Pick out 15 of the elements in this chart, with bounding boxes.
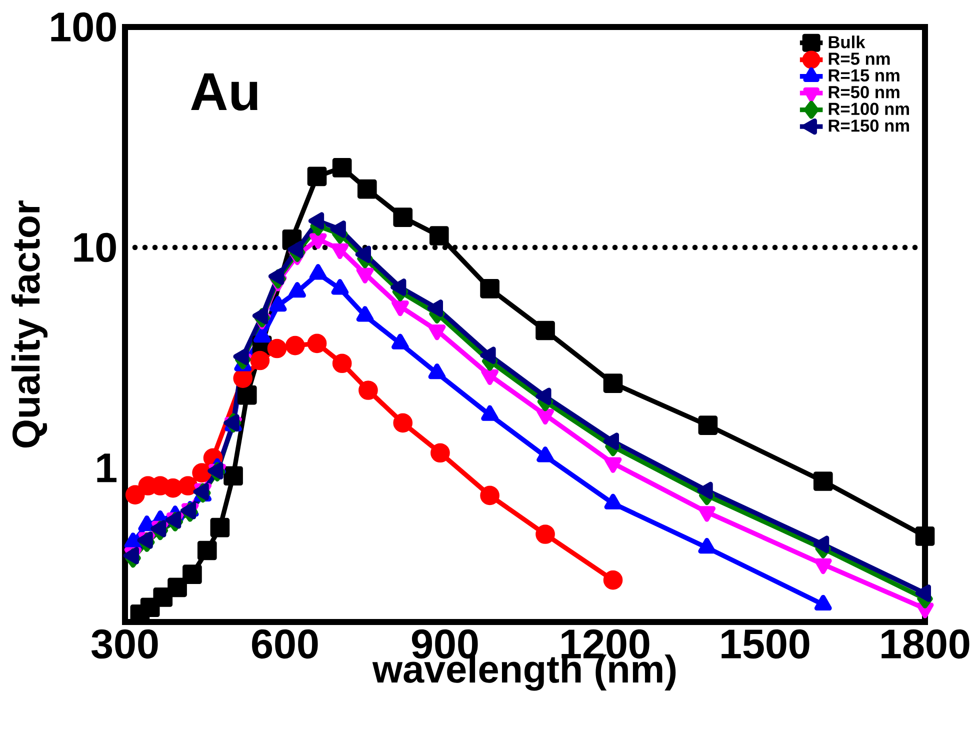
annotation: Au [191, 73, 258, 111]
legend-label: R=5 nm [828, 52, 890, 65]
y-tick-label: 10 [74, 232, 116, 262]
x-tick-label: 300 [91, 629, 158, 659]
legend-label: R=150 nm [828, 120, 909, 132]
legend-label: R=15 nm [828, 69, 900, 82]
y-axis-title: Quality factor [11, 200, 48, 448]
x-tick-label: 1500 [722, 629, 810, 659]
legend-label: R=100 nm [828, 102, 909, 116]
x-tick-label: 600 [252, 629, 318, 659]
y-tick-label: 1 [97, 454, 116, 482]
x-tick-label: 1800 [882, 629, 970, 659]
legend-label: Bulk [828, 36, 866, 48]
legend-label: R=50 nm [828, 86, 900, 98]
y-tick-label: 100 [51, 12, 116, 42]
